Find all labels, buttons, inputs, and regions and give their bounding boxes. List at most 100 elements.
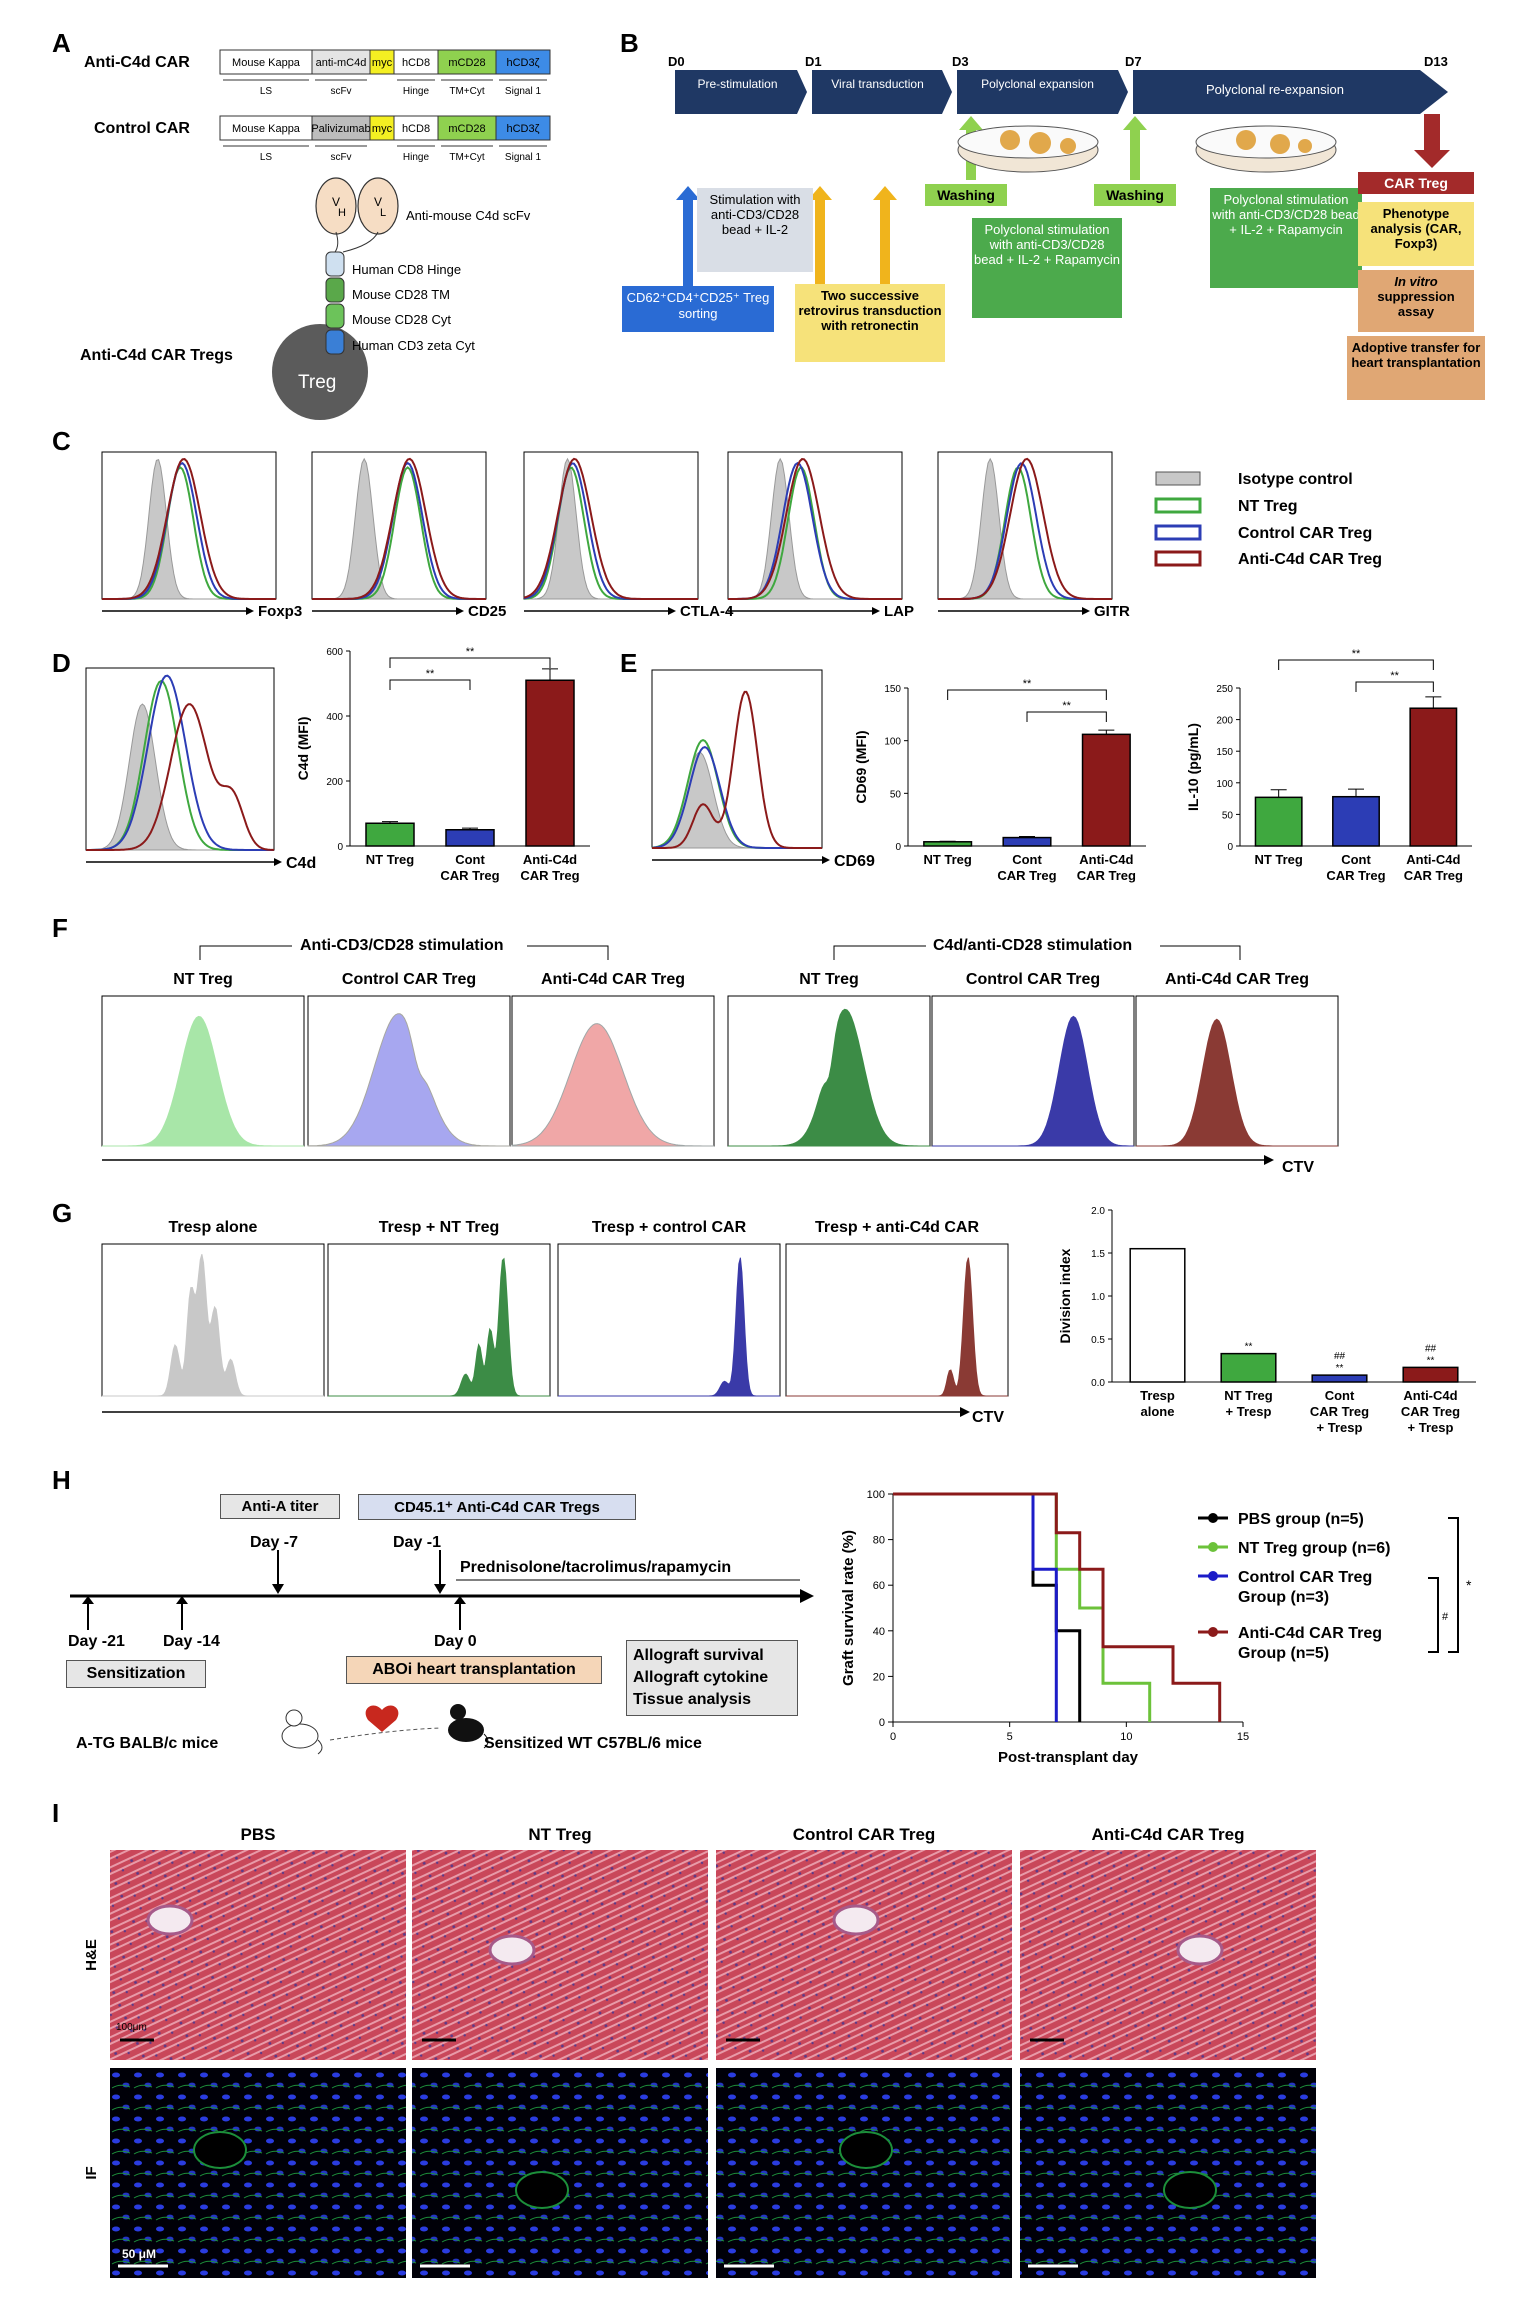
hist-c-arrow-0 xyxy=(246,607,254,615)
f-hist-5 xyxy=(1136,1018,1338,1147)
domain-label-1: Human CD8 Hinge xyxy=(352,262,461,277)
bar-e2-ytick-label-4: 200 xyxy=(1216,716,1233,727)
f-title-0: NT Treg xyxy=(173,971,233,988)
bar-g-bar-1 xyxy=(1220,1352,1277,1383)
day-minus7: Day -7 xyxy=(250,1534,298,1551)
hist-e-arrow xyxy=(822,856,830,864)
hist-d-curve-2 xyxy=(86,703,274,851)
outcome-3: Tissue analysis xyxy=(633,1691,751,1708)
panel-i-letter: I xyxy=(52,1798,59,1828)
phase-arrow-4 xyxy=(1133,70,1448,114)
bar-e1-bar-1 xyxy=(1002,836,1052,847)
bar-g-xlabel-0-0: Tresp xyxy=(1140,1388,1175,1403)
sub-label-1-2: Hinge xyxy=(403,152,430,163)
hist-c-box-1 xyxy=(311,451,487,600)
bar-g-sig-cont-star: ** xyxy=(1336,1363,1344,1374)
hist-c-xlabel-0: Foxp3 xyxy=(258,603,302,620)
hist-c-box-4 xyxy=(937,451,1113,600)
survival-curve: 0 5 10 15 0 20 40 60 80 100 Post-transplant day Gra… xyxy=(840,1489,1472,1766)
legend-swatch-anti xyxy=(1154,550,1202,567)
histogram-d: C4d xyxy=(85,667,316,872)
g-hist-3 xyxy=(786,1257,1008,1397)
hist-c-xlabel-1: CD25 xyxy=(468,603,506,620)
day-minus21: Day -21 xyxy=(68,1633,125,1650)
bar-g-ytick-label-4: 2.0 xyxy=(1091,1206,1105,1217)
bar-e2-ytick-label-0: 0 xyxy=(1227,842,1233,853)
vl-label: V xyxy=(374,195,382,209)
sub-label-1-0: LS xyxy=(260,152,273,163)
phase-arrow-3 xyxy=(957,70,1128,114)
bar-g-xlabel-2-0: Cont xyxy=(1325,1388,1355,1403)
culture-dish-2 xyxy=(1195,125,1337,173)
black-mouse-icon xyxy=(448,1704,489,1749)
legend-control: Control CAR Treg xyxy=(1238,525,1372,542)
hist-c-xlabel-4: GITR xyxy=(1094,603,1130,620)
bar-e1-sig-bracket-1 xyxy=(947,689,1107,700)
segment-label-0-0: Mouse Kappa xyxy=(232,57,301,69)
bar-e2-sig-bracket-2 xyxy=(1355,681,1434,692)
panel-a-letter: A xyxy=(52,28,71,58)
bar-e1-ytick-label-2: 100 xyxy=(884,737,901,748)
i-title-1: NT Treg xyxy=(528,1825,591,1844)
surv-ylabel: Graft survival rate (%) xyxy=(840,1530,857,1686)
row-label-he: H&E xyxy=(83,1939,100,1971)
segment-0-2 xyxy=(369,49,395,75)
tm-domain xyxy=(325,277,345,303)
i-title-2: Control CAR Treg xyxy=(793,1825,936,1844)
hist-c-curve-3-2 xyxy=(728,458,902,600)
scfv-label: Anti-mouse C4d scFv xyxy=(406,208,531,223)
if-vessel-0 xyxy=(193,2131,247,2169)
day-minus14: Day -14 xyxy=(163,1633,220,1650)
surv-bracket-hash xyxy=(1428,1577,1439,1653)
g-axis-arrow xyxy=(960,1407,970,1417)
bar-e1-xlabel-1-0: Cont xyxy=(1012,852,1042,867)
control-car-label: Control CAR xyxy=(94,120,190,137)
f-box-4 xyxy=(931,995,1135,1147)
day-d3: D3 xyxy=(952,54,969,69)
bar-g-xlabel-3-1: CAR Treg xyxy=(1401,1404,1460,1419)
f-group2-label: C4d/anti-CD28 stimulation xyxy=(933,937,1132,954)
legend-nt: NT Treg xyxy=(1238,498,1298,515)
hist-c-curve-2-2 xyxy=(523,457,698,600)
surv-xtick-label-3: 15 xyxy=(1237,1731,1249,1743)
bar-g-ytick-label-2: 1.0 xyxy=(1091,1292,1105,1303)
surv-legend-dot-0 xyxy=(1208,1513,1218,1523)
hinge-domain xyxy=(325,251,345,277)
f-title-3: NT Treg xyxy=(799,971,859,988)
segment-label-0-4: mCD28 xyxy=(448,57,485,69)
phase-label-1: Pre-stimulation xyxy=(697,77,778,91)
car-constructs: Mouse Kappa anti-mC4d myc hCD8 mCD28 hCD3ζ LS s… xyxy=(219,49,551,163)
car-treg-box: CAR Treg xyxy=(1358,172,1474,194)
surv-xlabel: Post-transplant day xyxy=(998,1749,1139,1766)
segment-1-5 xyxy=(495,115,551,141)
cd45-car-box: CD45.1⁺ Anti-C4d CAR Tregs xyxy=(358,1494,636,1520)
f-title-5: Anti-C4d CAR Treg xyxy=(1165,971,1309,988)
panel-c-histograms: Foxp3 CD25 CTLA-4 LAP GITR xyxy=(101,451,1130,620)
segment-0-1 xyxy=(311,49,371,75)
surv-legend-0: PBS group (n=5) xyxy=(1238,1511,1364,1528)
he-image-2 xyxy=(716,1850,1012,2060)
segment-label-1-0: Mouse Kappa xyxy=(232,123,301,135)
surv-series-1 xyxy=(893,1492,1152,1722)
he-vessel-1 xyxy=(488,1934,536,1966)
g-box-1 xyxy=(327,1243,551,1397)
poly-stim-box-1: Polyclonal stimulation with anti-CD3/CD2… xyxy=(972,218,1122,318)
segment-label-1-3: hCD8 xyxy=(402,123,430,135)
he-scale-label: 100μm xyxy=(116,2022,147,2033)
cyt-domain xyxy=(325,303,345,329)
domain-label-2: Mouse CD28 TM xyxy=(352,287,450,302)
surv-ytick-label-1: 20 xyxy=(873,1671,885,1683)
sub-label-0-3: TM+Cyt xyxy=(449,86,485,97)
he-image-3 xyxy=(1020,1850,1316,2060)
washing-box-2: Washing xyxy=(1094,184,1176,206)
segment-label-0-1: anti-mC4d xyxy=(316,57,367,69)
he-vessel-2 xyxy=(832,1904,880,1936)
bar-g-xlabel-3-2: + Tresp xyxy=(1408,1420,1454,1435)
bar-d-xlabel-1-0: Cont xyxy=(455,852,485,867)
bar-g-xlabel-3-0: Anti-C4d xyxy=(1403,1388,1457,1403)
surv-legend-3-b: Group (n=5) xyxy=(1238,1645,1329,1662)
bar-e1-xlabel-0-0: NT Treg xyxy=(923,852,971,867)
vh-sub: H xyxy=(338,207,346,219)
panel-h-letter: H xyxy=(52,1465,71,1495)
bar-e2-ytick-label-1: 50 xyxy=(1222,810,1234,821)
